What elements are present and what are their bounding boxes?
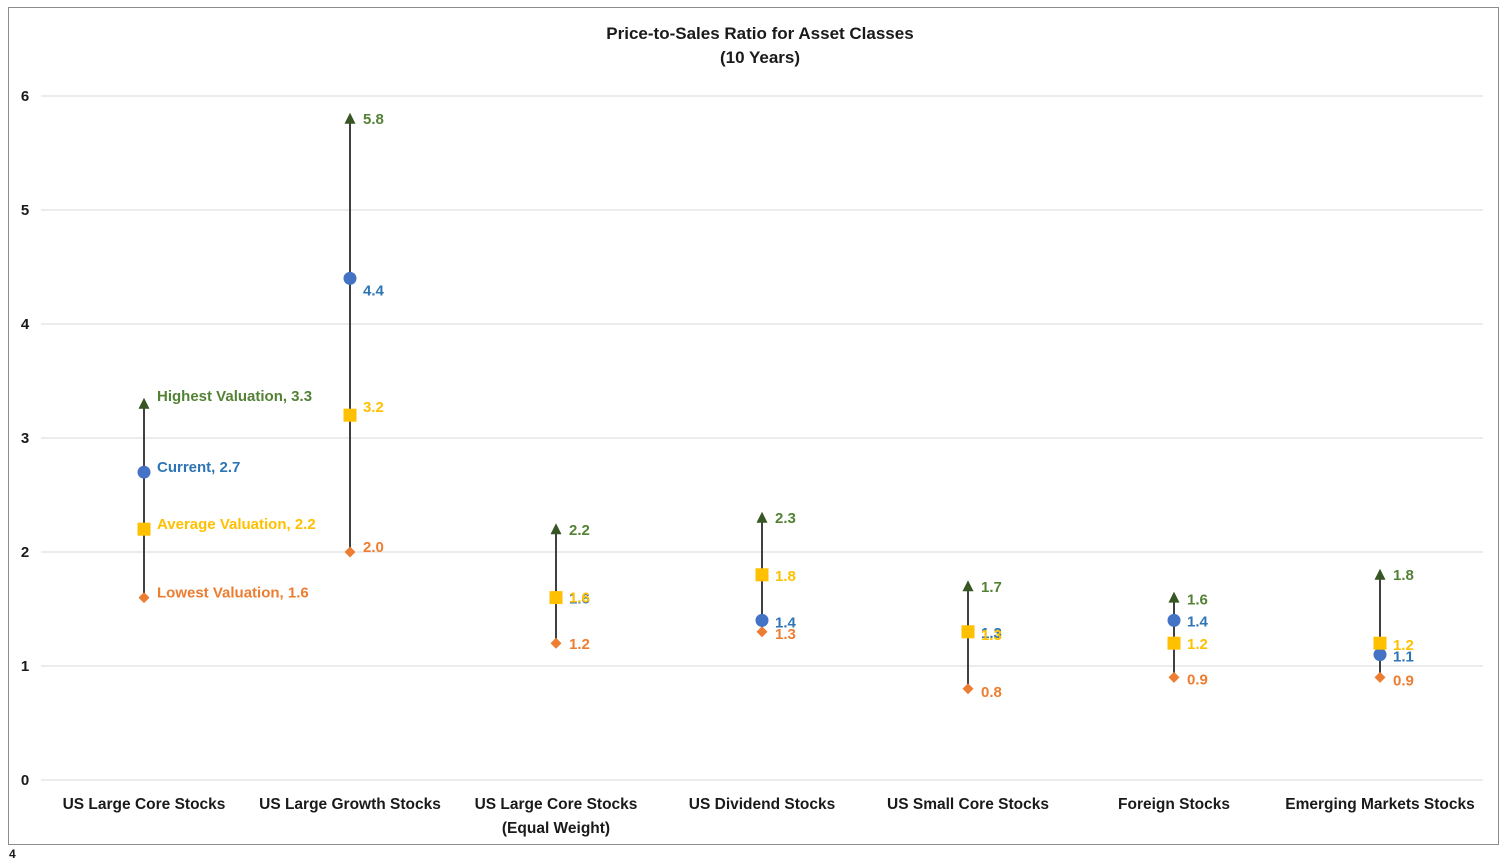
low-data-label: Lowest Valuation, 1.6 [157, 585, 309, 602]
average-marker [1373, 636, 1387, 650]
x-category-label: Emerging Markets Stocks [1285, 796, 1475, 813]
average-marker [1167, 636, 1181, 650]
low-marker [1168, 671, 1180, 683]
high-marker [962, 580, 974, 592]
current-marker [1167, 613, 1181, 627]
low-data-label: 0.8 [981, 684, 1002, 701]
low-data-label: 1.2 [569, 636, 590, 653]
low-marker [344, 546, 356, 558]
low-marker [138, 592, 150, 604]
high-data-label: 1.8 [1393, 567, 1414, 584]
current-data-label: 1.3 [981, 625, 1002, 642]
average-data-label: Average Valuation, 2.2 [157, 516, 316, 533]
y-tick-label: 4 [21, 316, 30, 333]
current-data-label: 1.1 [1393, 649, 1414, 666]
average-data-label: 1.6 [569, 590, 590, 607]
high-data-label: 5.8 [363, 111, 384, 128]
x-category-label: US Large Core Stocks [475, 796, 638, 813]
current-marker [137, 465, 151, 479]
current-data-label: 1.4 [775, 614, 797, 631]
current-data-label: 4.4 [363, 282, 385, 299]
low-marker [1374, 671, 1386, 683]
low-data-label: 1.3 [775, 626, 796, 643]
high-marker [756, 511, 768, 523]
y-tick-label: 3 [21, 430, 29, 447]
low-marker [756, 626, 768, 638]
low-data-label: 0.9 [1393, 672, 1414, 689]
current-data-label: 1.6 [569, 591, 590, 608]
high-marker [1168, 591, 1180, 603]
high-marker [1374, 568, 1386, 580]
high-data-label: 2.3 [775, 510, 796, 527]
low-marker [550, 637, 562, 649]
current-marker [755, 613, 769, 627]
current-marker [343, 271, 357, 285]
current-marker [1373, 648, 1387, 662]
current-data-label: Current, 2.7 [157, 459, 240, 476]
x-category-label: US Dividend Stocks [689, 796, 835, 813]
average-marker [137, 522, 151, 536]
average-marker [961, 625, 975, 639]
high-marker [550, 523, 562, 535]
average-marker [549, 591, 563, 605]
average-marker [755, 568, 769, 582]
low-data-label: 2.0 [363, 539, 384, 556]
high-data-label: 1.6 [1187, 592, 1208, 609]
average-data-label: 1.3 [981, 627, 1002, 644]
x-category-label: Foreign Stocks [1118, 796, 1230, 813]
y-tick-label: 0 [21, 772, 29, 789]
y-tick-label: 1 [21, 658, 29, 675]
high-data-label: 2.2 [569, 522, 590, 539]
y-tick-label: 6 [21, 88, 29, 105]
high-data-label: Highest Valuation, 3.3 [157, 388, 312, 405]
average-data-label: 1.8 [775, 568, 796, 585]
average-data-label: 1.2 [1187, 636, 1208, 653]
page-number: 4 [9, 847, 16, 861]
low-data-label: 0.9 [1187, 671, 1208, 688]
y-tick-label: 5 [21, 202, 29, 219]
chart-title-line: Price-to-Sales Ratio for Asset Classes [606, 24, 913, 43]
y-tick-label: 2 [21, 544, 29, 561]
high-data-label: 1.7 [981, 579, 1002, 596]
average-data-label: 1.2 [1393, 637, 1414, 654]
average-data-label: 3.2 [363, 399, 384, 416]
x-category-label: US Small Core Stocks [887, 796, 1049, 813]
low-marker [962, 683, 974, 695]
x-category-label: US Large Core Stocks [63, 796, 226, 813]
chart-frame: Price-to-Sales Ratio for Asset Classes (1… [8, 7, 1499, 845]
x-category-label: US Large Growth Stocks [259, 796, 441, 813]
high-marker [138, 397, 150, 409]
chart-svg: Price-to-Sales Ratio for Asset Classes (1… [21, 24, 1483, 837]
chart-title-line: (10 Years) [720, 48, 800, 67]
high-marker [344, 112, 356, 124]
current-data-label: 1.4 [1187, 613, 1209, 630]
x-category-label: (Equal Weight) [502, 820, 610, 837]
average-marker [343, 408, 357, 422]
